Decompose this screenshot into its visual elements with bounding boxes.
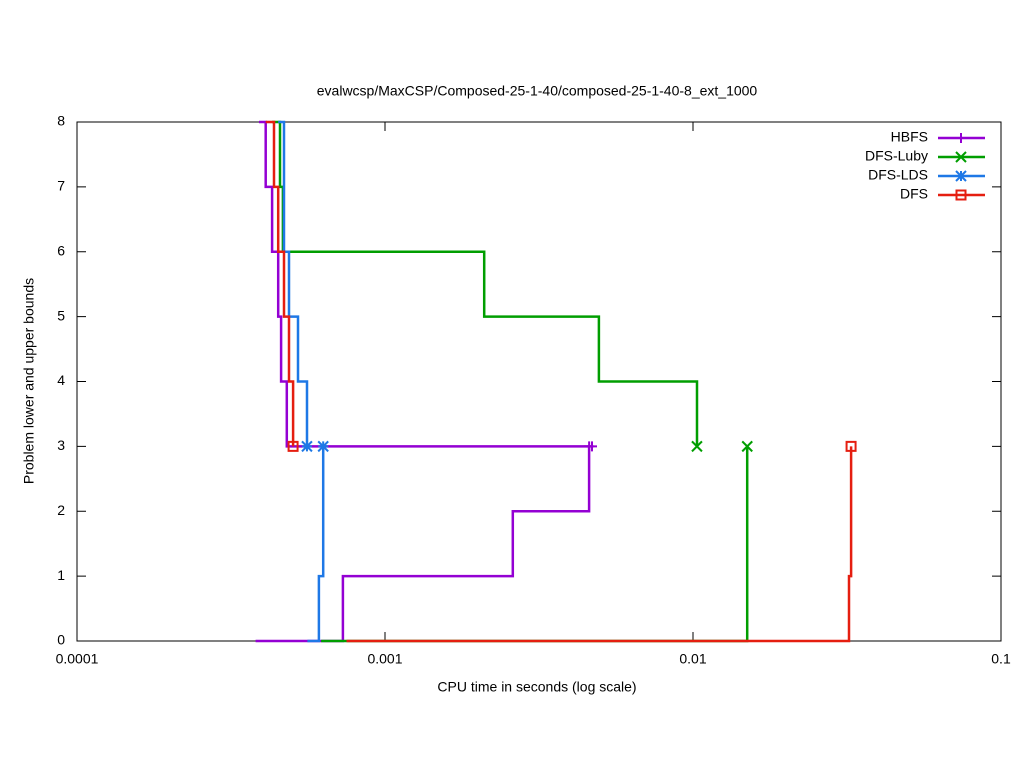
legend-marker — [955, 189, 967, 201]
x-tick-label: 0.01 — [679, 651, 706, 667]
y-tick-label: 6 — [57, 242, 65, 258]
legend-marker — [955, 151, 967, 163]
point-marker-stroke — [845, 440, 857, 452]
y-tick-label: 2 — [57, 502, 65, 518]
legend-marker-stroke — [955, 170, 967, 182]
y-tick-label: 5 — [57, 307, 65, 323]
point-marker — [691, 440, 703, 453]
point-marker — [741, 440, 753, 453]
series-line — [272, 120, 749, 643]
y-tick-label: 4 — [57, 372, 65, 388]
point-marker — [287, 440, 299, 452]
y-tick-label: 8 — [57, 113, 65, 129]
legend-label: DFS-Luby — [865, 148, 928, 164]
legend-marker — [955, 170, 967, 182]
point-marker — [584, 441, 595, 452]
y-axis-label: Problem lower and upper bounds — [21, 278, 37, 484]
point-marker-stroke — [287, 440, 299, 452]
point-marker — [301, 440, 313, 453]
point-marker-stroke — [317, 440, 329, 453]
point-marker — [317, 440, 329, 453]
x-axis-label: CPU time in seconds (log scale) — [437, 679, 636, 695]
series-line — [265, 120, 853, 643]
y-tick-label: 3 — [57, 437, 65, 453]
y-tick-label: 0 — [57, 632, 65, 648]
y-tick-label: 1 — [57, 567, 65, 583]
point-marker-stroke — [301, 440, 313, 453]
x-tick-label: 0.0001 — [56, 651, 99, 667]
x-tick-label: 0.1 — [991, 651, 1011, 667]
y-tick-label: 7 — [57, 178, 65, 194]
plot-frame — [76, 121, 1002, 642]
legend-marker-stroke — [955, 151, 967, 163]
point-marker-stroke — [741, 440, 753, 453]
legend-marker — [956, 133, 966, 143]
legend-marker-stroke — [955, 189, 967, 201]
legend-label: DFS — [900, 186, 928, 202]
point-marker-stroke — [691, 440, 703, 453]
x-tick-label: 0.001 — [367, 651, 402, 667]
legend-label: HBFS — [891, 129, 928, 145]
point-marker — [845, 440, 857, 452]
chart-title: evalwcsp/MaxCSP/Composed-25-1-40/compose… — [317, 83, 758, 99]
legend-label: DFS-LDS — [868, 167, 928, 183]
